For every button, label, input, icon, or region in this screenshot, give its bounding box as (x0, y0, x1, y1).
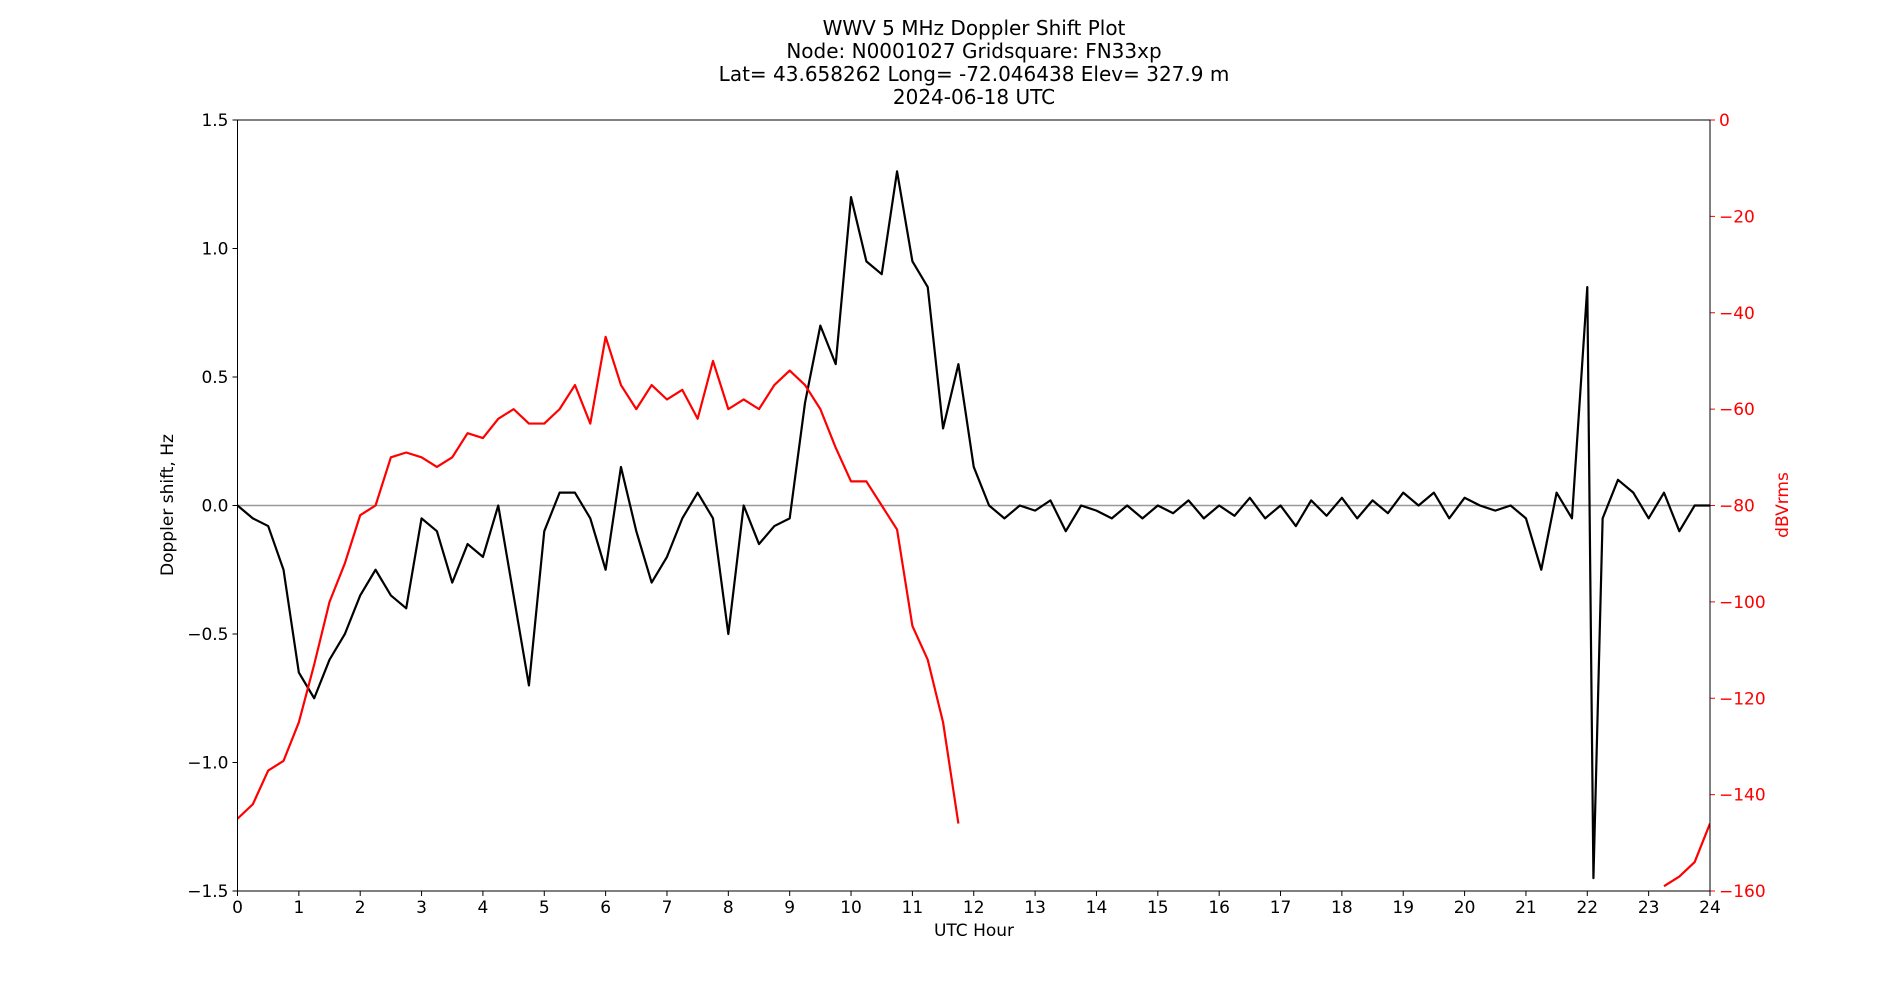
x-tick-label: 17 (1270, 898, 1292, 918)
x-tick-label: 19 (1392, 898, 1414, 918)
plot-frame (237, 119, 1711, 892)
x-tick-label: 4 (478, 898, 489, 918)
x-tick-label: 7 (662, 898, 673, 918)
y-tick-label: 1.0 (201, 240, 228, 260)
y-tick-label: 1.5 (201, 111, 228, 131)
data-line (238, 335, 1710, 888)
x-tick-label: 16 (1208, 898, 1230, 918)
y2-tick-label: −120 (1719, 689, 1766, 709)
chart-subtitle: Lat= 43.658262 Long= -72.046438 Elev= 32… (719, 62, 1230, 86)
y2-tick-label: −60 (1719, 400, 1755, 420)
x-tick-label: 14 (1086, 898, 1108, 918)
x-tick-label: 11 (902, 898, 924, 918)
plot-area (238, 170, 1710, 888)
y-tick-label: 0.0 (201, 497, 228, 517)
x-axis-label: UTC Hour (934, 921, 1014, 941)
chart-subtitle: Node: N0001027 Gridsquare: FN33xp (786, 39, 1161, 63)
y2-tick-label: 0 (1719, 111, 1730, 131)
x-tick-label: 5 (539, 898, 550, 918)
x-tick-label: 22 (1576, 898, 1598, 918)
x-tick-label: 2 (355, 898, 366, 918)
x-tick-label: 9 (784, 898, 795, 918)
x-tick-label: 20 (1454, 898, 1476, 918)
y2-tick-label: −160 (1719, 882, 1766, 902)
x-tick-label: 15 (1147, 898, 1169, 918)
x-tick-label: 8 (723, 898, 734, 918)
x-tick-label: 6 (600, 898, 611, 918)
y-tick-label: −0.5 (187, 625, 228, 645)
chart-title: WWV 5 MHz Doppler Shift Plot (823, 16, 1126, 40)
x-tick-label: 18 (1331, 898, 1353, 918)
data-line (238, 170, 1710, 880)
y2-tick-label: −100 (1719, 593, 1766, 613)
x-tick-label: 3 (416, 898, 427, 918)
x-tick-label: 10 (840, 898, 862, 918)
x-tick-label: 21 (1515, 898, 1537, 918)
x-tick-label: 24 (1699, 898, 1721, 918)
x-tick-label: 12 (963, 898, 985, 918)
y2-tick-label: −80 (1719, 497, 1755, 517)
y-axis-label: Doppler shift, Hz (158, 434, 178, 576)
x-tick-label: 0 (232, 898, 243, 918)
x-tick-label: 23 (1638, 898, 1660, 918)
y2-tick-label: −20 (1719, 207, 1755, 227)
y-tick-label: −1.5 (187, 882, 228, 902)
y-tick-label: −1.0 (187, 754, 228, 774)
y2-tick-label: −40 (1719, 304, 1755, 324)
y2-axis-label: dBVrms (1773, 472, 1793, 538)
chart-subtitle: 2024-06-18 UTC (893, 85, 1055, 109)
x-tick-label: 1 (293, 898, 304, 918)
y-tick-label: 0.5 (201, 368, 228, 388)
y2-tick-label: −140 (1719, 786, 1766, 806)
x-tick-label: 13 (1024, 898, 1046, 918)
